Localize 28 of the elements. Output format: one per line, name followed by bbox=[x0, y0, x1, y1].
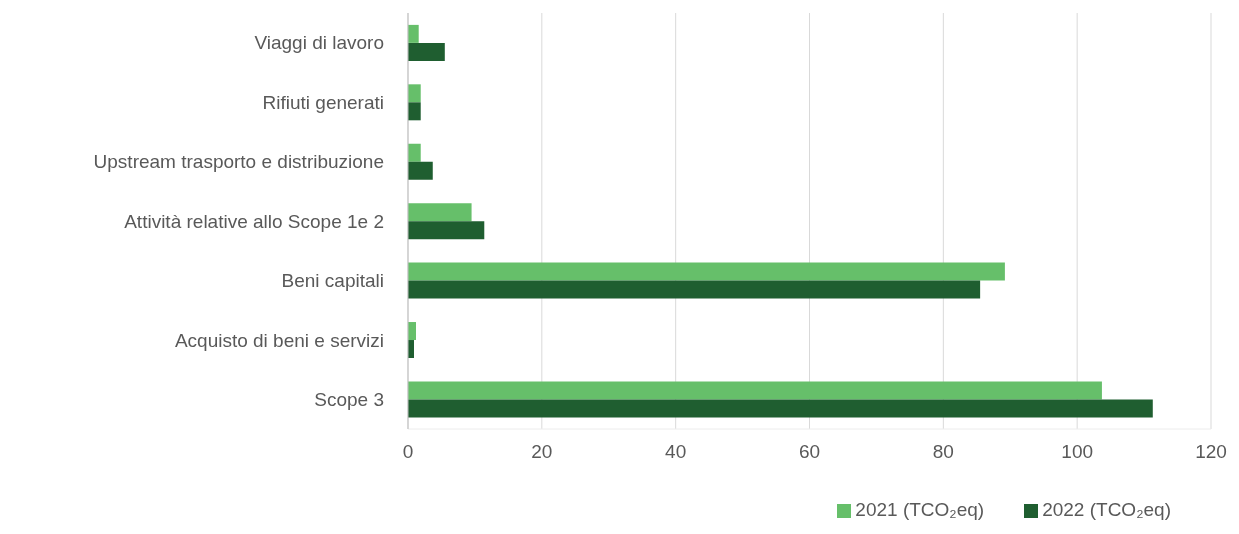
bar bbox=[408, 221, 485, 240]
y-tick-label: Scope 3 bbox=[314, 389, 384, 411]
x-tick-label: 80 bbox=[932, 441, 954, 463]
bar bbox=[408, 84, 421, 103]
y-tick-label: Viaggi di lavoro bbox=[254, 32, 384, 54]
bar bbox=[408, 399, 1153, 418]
y-tick-label: Upstream trasporto e distribuzione bbox=[93, 151, 384, 173]
x-tick-label: 0 bbox=[402, 441, 414, 463]
bar bbox=[408, 42, 445, 61]
y-tick-label: Rifiuti generati bbox=[262, 91, 384, 113]
x-tick-label: 60 bbox=[798, 441, 821, 463]
x-tick-label: 120 bbox=[1195, 441, 1227, 463]
legend-label: 2022 (TCO₂eq) bbox=[1042, 499, 1171, 520]
bar bbox=[408, 280, 981, 299]
legend-label: 2021 (TCO₂eq) bbox=[855, 499, 985, 520]
bar bbox=[408, 262, 1005, 281]
y-tick-label: Beni capitali bbox=[281, 270, 384, 292]
x-tick-label: 20 bbox=[531, 441, 553, 463]
bar bbox=[408, 381, 1102, 400]
y-tick-label: Acquisto di beni e servizi bbox=[174, 329, 384, 351]
x-tick-label: 40 bbox=[665, 441, 687, 463]
bar bbox=[408, 24, 419, 43]
x-tick-label: 100 bbox=[1061, 441, 1094, 463]
bar bbox=[408, 161, 433, 180]
bar bbox=[408, 143, 421, 162]
y-tick-label: Attività relative allo Scope 1e 2 bbox=[124, 210, 384, 232]
bar bbox=[408, 203, 472, 222]
bar bbox=[408, 102, 421, 121]
